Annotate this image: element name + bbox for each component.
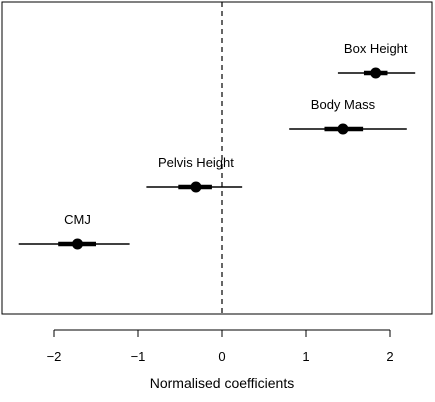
point-label: Pelvis Height: [158, 155, 234, 170]
x-tick-label: 1: [302, 349, 309, 364]
plot-frame: [1, 1, 433, 315]
x-tick-label: −2: [47, 349, 62, 364]
x-axis-label: Normalised coefficients: [150, 375, 294, 391]
coefficient-point-group: CMJ: [18, 212, 130, 250]
estimate-point: [190, 181, 202, 193]
estimate-point: [337, 123, 349, 135]
x-tick-label: 2: [386, 349, 393, 364]
coefficient-point-group: Body Mass: [289, 97, 407, 135]
point-label: Box Height: [344, 41, 408, 56]
x-tick-label: 0: [218, 349, 225, 364]
coefficient-point-group: Box Height: [337, 41, 416, 79]
coefficient-points: Box Height Body Mass Pelvis Height CMJ: [18, 41, 416, 250]
point-label: CMJ: [64, 212, 91, 227]
x-tick-label: −1: [131, 349, 146, 364]
x-axis-ticks: −2 −1 0 1 2: [47, 330, 394, 364]
estimate-point: [72, 238, 84, 250]
point-label: Body Mass: [311, 97, 376, 112]
estimate-point: [370, 67, 382, 79]
coefficient-point-group: Pelvis Height: [146, 155, 243, 193]
